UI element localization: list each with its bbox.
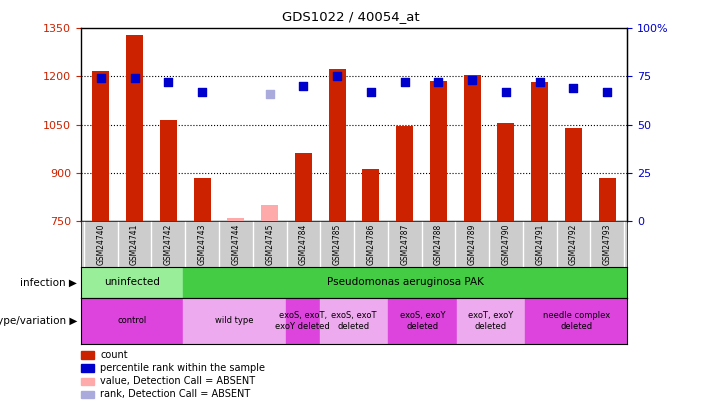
Bar [193, 178, 210, 221]
Point [501, 89, 512, 95]
Text: GSM24742: GSM24742 [164, 223, 173, 265]
Bar [463, 75, 481, 221]
Text: infection ▶: infection ▶ [20, 277, 77, 288]
Point [129, 75, 140, 81]
Bar [261, 205, 278, 221]
Text: value, Detection Call = ABSENT: value, Detection Call = ABSENT [100, 376, 255, 386]
Point [163, 79, 174, 85]
Point [365, 89, 376, 95]
Point [601, 89, 613, 95]
Text: Pseudomonas aeruginosa PAK: Pseudomonas aeruginosa PAK [327, 277, 484, 288]
Point [264, 91, 275, 97]
Point [568, 85, 579, 91]
Text: GSM24788: GSM24788 [434, 224, 443, 264]
Bar [599, 178, 615, 221]
Point [95, 75, 107, 81]
Bar [362, 169, 379, 221]
Text: GSM24786: GSM24786 [367, 223, 375, 265]
Bar [81, 351, 94, 358]
Text: GSM24792: GSM24792 [569, 223, 578, 265]
Point [534, 79, 545, 85]
Bar [286, 298, 320, 344]
Text: exoT, exoY
deleted: exoT, exoY deleted [468, 311, 513, 330]
Bar [329, 69, 346, 221]
Bar [498, 123, 515, 221]
Bar [81, 267, 183, 298]
Text: GSM24740: GSM24740 [96, 223, 105, 265]
Text: GSM24793: GSM24793 [603, 223, 612, 265]
Bar [227, 218, 245, 221]
Point [196, 89, 207, 95]
Bar [531, 82, 548, 221]
Text: control: control [117, 316, 147, 326]
Text: count: count [100, 350, 128, 360]
Point [399, 79, 410, 85]
Text: exoS, exoT
deleted: exoS, exoT deleted [332, 311, 376, 330]
Point [332, 73, 343, 80]
Bar [81, 298, 183, 344]
Text: GSM24741: GSM24741 [130, 223, 139, 265]
Bar [565, 128, 582, 221]
Bar [456, 298, 525, 344]
Text: GSM24785: GSM24785 [333, 223, 341, 265]
Text: GSM24790: GSM24790 [501, 223, 510, 265]
Bar [388, 298, 456, 344]
Text: exoS, exoY
deleted: exoS, exoY deleted [400, 311, 445, 330]
Bar [183, 298, 286, 344]
Bar [183, 267, 627, 298]
Text: GSM24743: GSM24743 [198, 223, 207, 265]
Bar [525, 298, 627, 344]
Bar [93, 71, 109, 221]
Point [298, 83, 309, 89]
Text: GSM24744: GSM24744 [231, 223, 240, 265]
Bar [396, 126, 413, 221]
Bar [430, 81, 447, 221]
Bar [81, 391, 94, 398]
Text: rank, Detection Call = ABSENT: rank, Detection Call = ABSENT [100, 389, 250, 399]
Bar [160, 120, 177, 221]
Bar [295, 153, 312, 221]
Text: wild type: wild type [215, 316, 254, 326]
Text: percentile rank within the sample: percentile rank within the sample [100, 363, 265, 373]
Text: GSM24789: GSM24789 [468, 223, 477, 265]
Text: GSM24784: GSM24784 [299, 223, 308, 265]
Bar [81, 364, 94, 372]
Text: GSM24745: GSM24745 [265, 223, 274, 265]
Text: exoS, exoT,
exoY deleted: exoS, exoT, exoY deleted [275, 311, 330, 330]
Bar [81, 377, 94, 385]
Text: GDS1022 / 40054_at: GDS1022 / 40054_at [282, 10, 419, 23]
Bar [320, 298, 388, 344]
Bar [126, 35, 143, 221]
Text: genotype/variation ▶: genotype/variation ▶ [0, 316, 77, 326]
Point [433, 79, 444, 85]
Text: needle complex
deleted: needle complex deleted [543, 311, 610, 330]
Text: uninfected: uninfected [104, 277, 160, 288]
Text: GSM24787: GSM24787 [400, 223, 409, 265]
Text: GSM24791: GSM24791 [535, 223, 544, 265]
Point [467, 77, 478, 83]
